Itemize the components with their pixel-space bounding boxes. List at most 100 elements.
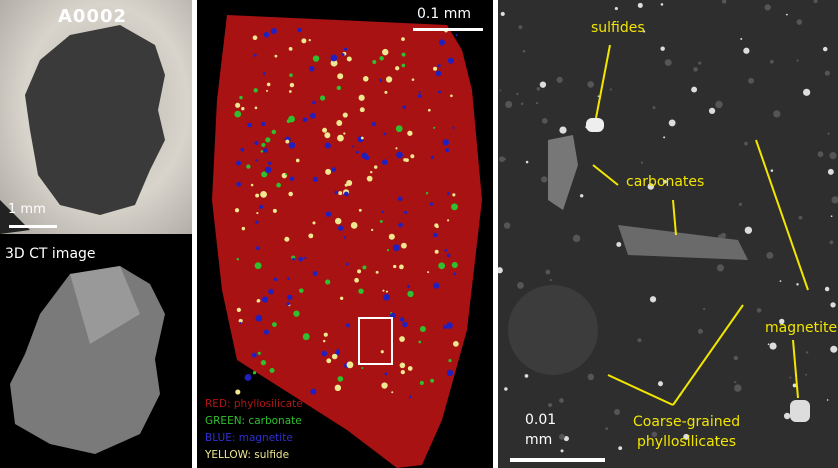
- grain-speck: [664, 59, 672, 67]
- grain-speck: [805, 373, 808, 376]
- grain-speck: [779, 318, 785, 325]
- mineral-speck: [366, 175, 373, 182]
- mineral-speck: [272, 208, 277, 213]
- grain-speck: [643, 30, 646, 33]
- mineral-speck: [427, 271, 430, 274]
- grain-speck: [789, 376, 792, 379]
- mineral-speck: [401, 37, 405, 42]
- grain-speck: [541, 176, 548, 183]
- mineral-speck: [295, 158, 300, 163]
- mineral-speck: [398, 222, 403, 228]
- legend-magnetite: BLUE: magnetite: [205, 432, 293, 444]
- grain-speck: [698, 61, 702, 65]
- annotation-lines: [592, 44, 809, 406]
- grain-speck: [587, 373, 595, 381]
- mineral-speck: [438, 90, 442, 94]
- mineral-speck: [312, 221, 316, 225]
- grain-speck: [779, 280, 782, 283]
- mineral-speck: [271, 129, 277, 135]
- mineral-speck: [345, 262, 349, 266]
- grain-speck: [647, 183, 655, 190]
- mineral-speck: [268, 161, 272, 165]
- grain-speck: [559, 398, 564, 403]
- mineral-speck: [235, 389, 241, 395]
- mineral-speck: [254, 106, 258, 110]
- grain-speck: [822, 46, 828, 52]
- mineral-speck: [355, 150, 359, 154]
- mineral-speck: [432, 232, 438, 238]
- mineral-speck: [236, 258, 240, 261]
- grain-speck: [660, 3, 664, 6]
- mineral-speck: [410, 154, 415, 159]
- mineral-speck: [298, 256, 304, 262]
- mineral-speck: [385, 76, 393, 83]
- mineral-speck: [266, 82, 271, 87]
- grain-speck: [637, 2, 643, 8]
- grain-speck: [525, 160, 529, 164]
- grain-speck: [545, 269, 551, 275]
- mineral-speck: [447, 219, 450, 222]
- mineral-speck: [395, 147, 398, 150]
- grain-speck: [785, 13, 788, 16]
- mineral-speck: [288, 191, 293, 197]
- grain-speck: [614, 6, 618, 11]
- mineral-speck: [331, 167, 337, 172]
- mineral-speck: [334, 217, 342, 225]
- mineral-speck: [346, 56, 352, 62]
- grain-speck: [539, 81, 547, 88]
- grain-speck: [640, 161, 644, 164]
- grain-speck: [827, 168, 834, 175]
- grain-speck: [556, 76, 563, 83]
- mineral-speck: [417, 94, 422, 98]
- mineral-speck: [244, 374, 252, 381]
- label-coarse-line1: Coarse-grained: [633, 414, 741, 430]
- mineral-speck: [268, 288, 274, 295]
- mineral-speck: [338, 191, 343, 196]
- grain-speck: [733, 355, 739, 361]
- mineral-speck: [297, 27, 302, 33]
- mineral-speck: [330, 54, 338, 62]
- mineral-speck: [241, 106, 245, 111]
- mineral-speck: [289, 82, 295, 88]
- mineral-speck: [430, 155, 435, 160]
- mineral-speck: [236, 307, 241, 312]
- mineral-map-panel: 0.1 mm RED: phyllosilicate GREEN: carbon…: [197, 0, 493, 468]
- mineral-speck: [289, 73, 293, 77]
- grain-speck: [715, 100, 723, 109]
- grain-speck: [829, 152, 837, 160]
- mineral-speck: [298, 288, 304, 293]
- mineral-speck: [382, 48, 389, 56]
- grain-speck: [738, 202, 743, 206]
- mineral-speck: [446, 192, 450, 196]
- mineral-speck: [401, 63, 406, 68]
- mineral-speck: [334, 190, 338, 195]
- grain-speck: [770, 169, 774, 172]
- grain-speck: [541, 118, 548, 124]
- mineral-speck: [361, 152, 368, 159]
- sample-id: A0002: [58, 6, 128, 27]
- grain-speck: [734, 381, 737, 384]
- grain-speck: [829, 240, 834, 245]
- grain-speck: [560, 449, 564, 453]
- grain-speck: [831, 196, 838, 204]
- mineral-speck: [380, 350, 384, 354]
- mineral-speck: [339, 296, 344, 300]
- mineral-speck: [262, 72, 266, 75]
- mineral-speck: [399, 317, 405, 322]
- mineral-speck: [336, 85, 342, 91]
- mineral-speck: [325, 211, 332, 217]
- grain-speck: [764, 4, 771, 11]
- mineral-speck: [308, 39, 311, 42]
- mineral-speck: [284, 236, 290, 242]
- mineral-speck: [322, 339, 326, 343]
- mineral-speck: [252, 371, 257, 375]
- label-coarse-phyllosilicates: Coarse-grained phyllosilicates: [633, 412, 740, 452]
- mineral-speck: [253, 53, 257, 57]
- grain-speck: [503, 157, 506, 161]
- mineral-speck: [274, 54, 278, 58]
- ct-panel: 3D CT image: [0, 234, 192, 468]
- grain-speck: [609, 88, 612, 91]
- mineral-speck: [288, 46, 293, 51]
- grain-speck: [817, 151, 824, 158]
- mineral-speck: [250, 183, 254, 187]
